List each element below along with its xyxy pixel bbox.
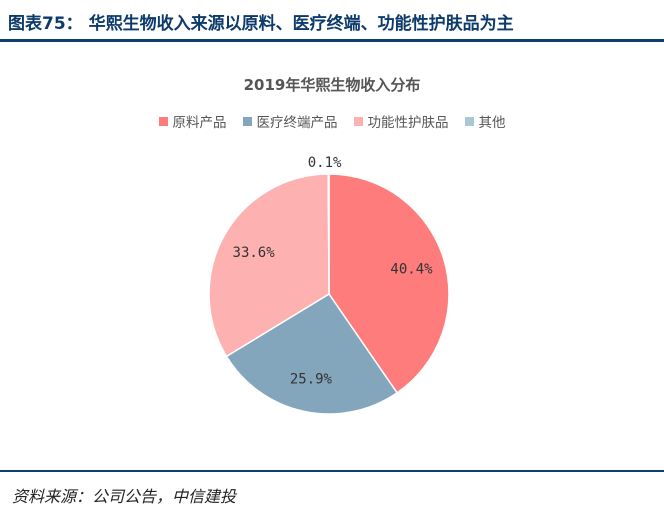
pie-slice xyxy=(327,173,330,295)
figure-label: 图表75： xyxy=(8,14,83,34)
chart-legend: 原料产品 医疗终端产品 功能性护肤品 其他 xyxy=(0,111,664,131)
pie-data-label: 33.6% xyxy=(233,245,276,261)
chart-title: 2019年华熙生物收入分布 xyxy=(243,76,421,94)
pie-slice xyxy=(225,292,399,415)
legend-item: 其他 xyxy=(464,111,506,131)
legend-item: 功能性护肤品 xyxy=(353,111,449,131)
footer-divider xyxy=(0,470,664,472)
figure-title: 华熙生物收入来源以原料、医疗终端、功能性护肤品为主 xyxy=(88,14,514,34)
legend-item: 原料产品 xyxy=(158,111,227,131)
legend-swatch xyxy=(242,116,252,126)
legend-swatch xyxy=(464,116,474,126)
legend-label: 医疗终端产品 xyxy=(256,115,338,131)
legend-label: 原料产品 xyxy=(172,115,227,131)
pie-data-label: 0.1% xyxy=(308,155,342,171)
pie-slice xyxy=(328,173,450,394)
legend-swatch xyxy=(353,116,363,126)
pie-data-label: 25.9% xyxy=(290,372,333,388)
pie-slice xyxy=(208,173,330,358)
legend-item: 医疗终端产品 xyxy=(242,111,338,131)
legend-swatch xyxy=(158,116,168,126)
source-note: 资料来源：公司公告，中信建投 xyxy=(12,487,237,506)
pie-data-label: 40.4% xyxy=(390,261,433,277)
legend-label: 其他 xyxy=(478,115,506,131)
figure-header: 图表75： 华熙生物收入来源以原料、医疗终端、功能性护肤品为主 xyxy=(0,0,664,42)
legend-label: 功能性护肤品 xyxy=(367,115,449,131)
